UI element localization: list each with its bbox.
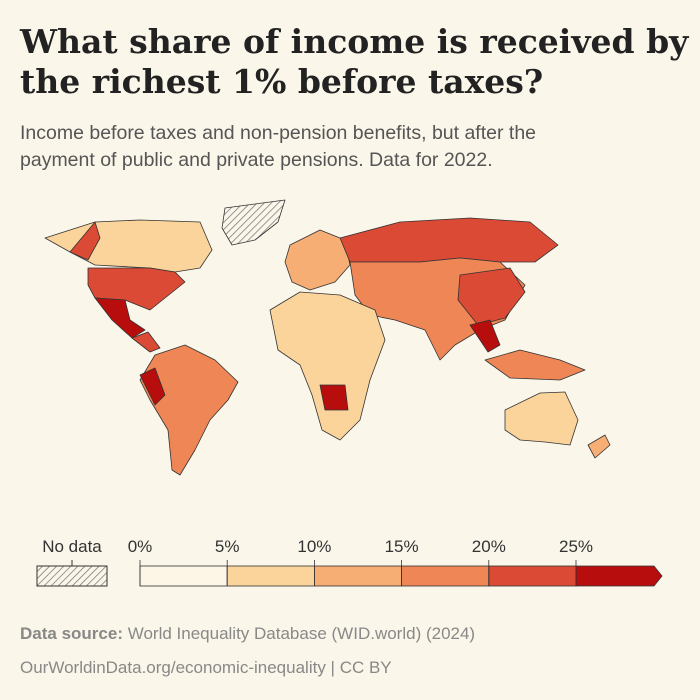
no-data-swatch	[36, 565, 108, 587]
united-states	[87, 267, 186, 311]
source: Data source: World Inequality Database (…	[20, 624, 475, 643]
legend-tick-label: 15%	[385, 537, 419, 556]
indonesia	[484, 349, 586, 381]
alaska	[69, 221, 101, 261]
legend-bin	[226, 565, 315, 587]
url: OurWorldinData.org/economic-inequality |…	[20, 658, 392, 677]
china	[457, 267, 526, 326]
legend-bin	[575, 565, 663, 587]
legend-tick-label: 5%	[215, 537, 240, 556]
title-line: What share of income is received by	[19, 22, 689, 61]
central-america	[131, 331, 161, 353]
legend-tick-label: 0%	[128, 537, 153, 556]
source-text: World Inequality Database (WID.world) (2…	[128, 624, 475, 643]
southern-africa	[319, 384, 349, 411]
legend-bin	[139, 565, 228, 587]
legend-bin	[401, 565, 490, 587]
legend-tick-label: 20%	[472, 537, 506, 556]
new-zealand	[587, 434, 611, 459]
southeast-asia	[469, 319, 501, 353]
greenland	[221, 199, 286, 246]
africa	[269, 291, 386, 441]
legend-bin	[488, 565, 577, 587]
subtitle-line: payment of public and private pensions. …	[20, 149, 493, 171]
europe	[284, 229, 351, 291]
legend-tick-label: 25%	[559, 537, 593, 556]
color-legend: 0% 5% 10% 15% 20% 25%	[128, 537, 663, 587]
peru	[139, 367, 166, 406]
legend-bin	[313, 565, 402, 587]
subtitle-line: Income before taxes and non-pension bene…	[20, 122, 536, 144]
mexico	[94, 297, 146, 339]
title-line: the richest 1% before taxes?	[20, 62, 543, 101]
legend-tick-label: 10%	[297, 537, 331, 556]
south-america	[139, 344, 239, 476]
no-data-label: No data	[42, 537, 102, 556]
source-label: Data source:	[20, 624, 123, 643]
australia	[504, 391, 579, 446]
world-map	[44, 199, 611, 476]
